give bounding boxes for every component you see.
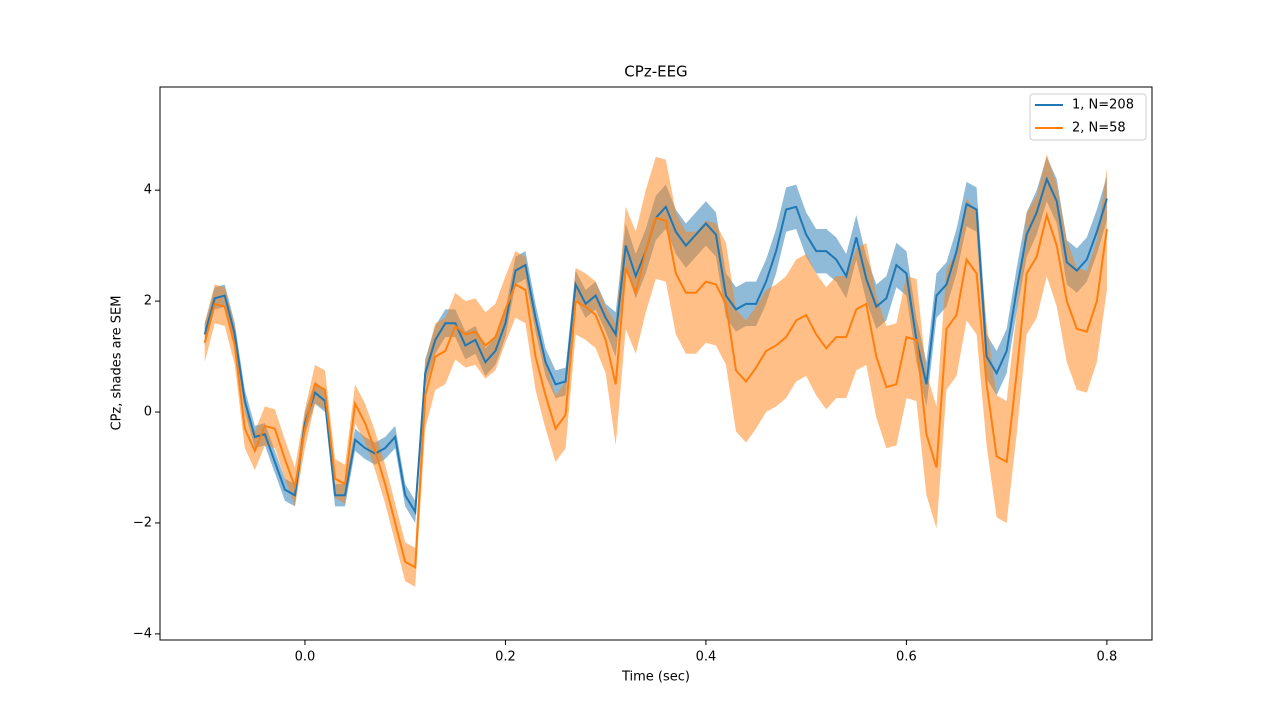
y-axis-label: CPz, shades are SEM [110,296,125,431]
x-tick-label: 0.6 [896,650,917,665]
y-tick-label: 2 [144,294,152,309]
x-tick-label: 0.2 [495,650,516,665]
x-tick-label: 0.8 [1097,650,1118,665]
y-tick-label: −2 [133,515,152,530]
y-tick-label: 4 [144,183,152,198]
sem-band [204,154,1107,587]
y-tick-label: −4 [133,626,152,641]
series-line [203,211,1108,569]
x-axis-label: Time (sec) [621,670,690,685]
legend-label: 2, N=58 [1072,121,1126,136]
y-tick-label: 0 [144,405,152,420]
plot-frame [159,86,1153,641]
chart-title: CPz-EEG [624,63,687,81]
legend-label: 1, N=208 [1072,98,1134,113]
x-tick-label: 0.0 [295,650,316,665]
x-tick-label: 0.4 [696,650,717,665]
